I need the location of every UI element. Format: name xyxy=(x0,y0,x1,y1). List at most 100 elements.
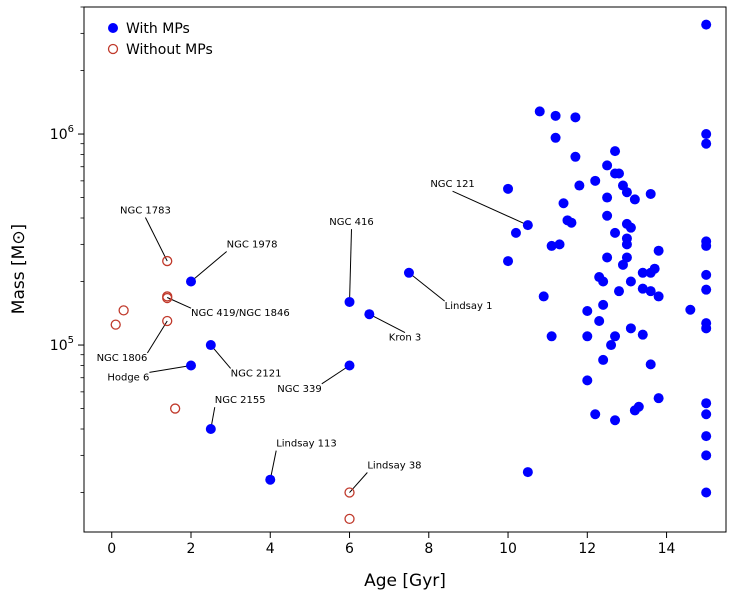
data-point-with-mps xyxy=(645,359,656,370)
annotation-line xyxy=(149,364,192,373)
data-point-with-mps xyxy=(701,138,712,149)
data-point-with-mps xyxy=(546,331,557,342)
data-markers xyxy=(110,19,712,525)
data-point-with-mps xyxy=(403,267,414,278)
x-axis-ticks: 0 2 4 6 8 10 12 14 xyxy=(107,532,676,557)
legend: With MPs Without MPs xyxy=(107,21,213,58)
data-point-with-mps xyxy=(614,168,624,179)
data-point-with-mps xyxy=(503,183,514,194)
data-point-with-mps xyxy=(602,192,613,203)
data-point-with-mps xyxy=(598,276,609,287)
data-point-with-mps xyxy=(645,286,656,297)
data-point-with-mps xyxy=(617,259,628,270)
data-point-with-mps xyxy=(629,194,640,205)
data-point-without-mps xyxy=(118,305,129,316)
data-point-with-mps xyxy=(566,217,577,228)
data-point-with-mps xyxy=(701,269,712,280)
y-tick-label: 105 xyxy=(50,335,74,354)
data-point-with-mps xyxy=(637,329,648,340)
data-point-with-mps xyxy=(610,415,621,426)
data-point-with-mps xyxy=(570,112,581,123)
annotation-label: Lindsay 113 xyxy=(276,439,337,450)
data-point-without-mps xyxy=(344,513,355,525)
data-point-with-mps xyxy=(522,220,533,231)
data-point-with-mps xyxy=(574,180,585,191)
annotation-label: NGC 339 xyxy=(277,384,321,395)
data-point-with-mps xyxy=(701,431,712,442)
legend-marker-with-mps xyxy=(108,23,118,33)
data-point-with-mps xyxy=(633,401,644,412)
data-point-with-mps xyxy=(649,263,660,274)
data-point-with-mps xyxy=(653,291,664,302)
data-point-with-mps xyxy=(205,340,216,351)
annotation-label: NGC 121 xyxy=(430,179,474,190)
legend-label-without-mps: Without MPs xyxy=(126,42,213,58)
data-point-with-mps xyxy=(186,360,196,371)
x-tick-label: 10 xyxy=(499,541,517,557)
x-tick-label: 8 xyxy=(424,541,433,557)
annotation-label: NGC 2155 xyxy=(215,395,266,406)
legend-marker-without-mps xyxy=(107,43,119,55)
annotation-label: NGC 1978 xyxy=(227,239,278,250)
annotation-line xyxy=(321,365,350,385)
annotation-label: NGC 1783 xyxy=(120,206,171,217)
data-point-with-mps xyxy=(594,315,605,326)
data-point-with-mps xyxy=(522,467,533,478)
data-point-with-mps xyxy=(701,450,712,461)
data-point-with-mps xyxy=(701,129,712,140)
annotation-line xyxy=(144,217,168,262)
data-point-with-mps xyxy=(701,284,712,295)
data-point-with-mps xyxy=(606,340,617,351)
data-point-with-mps xyxy=(582,305,593,316)
data-point-with-mps xyxy=(534,106,545,117)
data-point-with-mps xyxy=(503,256,514,267)
data-point-with-mps xyxy=(621,239,632,250)
data-point-with-mps xyxy=(570,151,581,162)
y-axis-ticks: 105 106 xyxy=(50,6,84,493)
annotation-label: Hodge 6 xyxy=(107,372,149,383)
annotation-label: Lindsay 1 xyxy=(445,301,493,312)
data-point-with-mps xyxy=(701,487,712,498)
data-point-with-mps xyxy=(186,276,196,287)
data-point-with-mps xyxy=(701,240,712,251)
annotation-line xyxy=(210,344,232,369)
data-point-with-mps xyxy=(590,409,601,420)
data-point-with-mps xyxy=(625,276,636,287)
x-tick-label: 2 xyxy=(187,541,196,557)
data-point-with-mps xyxy=(701,398,712,409)
data-point-with-mps xyxy=(701,323,712,334)
data-point-with-mps xyxy=(582,331,593,342)
data-point-with-mps xyxy=(610,331,621,342)
data-point-with-mps xyxy=(625,222,636,233)
annotations: NGC 1783 NGC 1978 NGC 419/NGC 1846 NGC 1806… xyxy=(97,179,529,493)
data-point-with-mps xyxy=(550,132,561,143)
annotation-line xyxy=(146,320,168,354)
annotation-label: Lindsay 38 xyxy=(367,460,421,471)
x-tick-label: 0 xyxy=(107,541,116,557)
data-point-with-mps xyxy=(510,227,521,238)
annotation-line xyxy=(349,229,352,302)
x-tick-label: 4 xyxy=(266,541,275,557)
data-point-with-mps xyxy=(685,304,696,315)
annotation-label: NGC 1806 xyxy=(97,353,148,364)
data-point-with-mps xyxy=(637,267,648,278)
data-point-with-mps xyxy=(205,424,216,435)
data-point-with-mps xyxy=(550,110,561,121)
data-point-with-mps xyxy=(538,291,549,302)
y-axis-title: Mass [M⊙] xyxy=(9,224,29,314)
data-point-with-mps xyxy=(625,323,636,334)
data-point-with-mps xyxy=(598,354,609,365)
data-point-with-mps xyxy=(364,309,375,320)
data-point-with-mps xyxy=(602,160,613,171)
annotation-line xyxy=(190,251,227,282)
data-point-with-mps xyxy=(598,299,609,310)
annotation-label: NGC 2121 xyxy=(231,368,282,379)
legend-label-with-mps: With MPs xyxy=(126,21,190,37)
data-point-with-mps xyxy=(614,286,624,297)
data-point-with-mps xyxy=(546,240,557,251)
data-point-with-mps xyxy=(602,210,613,221)
data-point-with-mps xyxy=(265,474,276,485)
data-point-without-mps xyxy=(344,487,355,498)
annotation-label: NGC 419/NGC 1846 xyxy=(191,308,290,319)
